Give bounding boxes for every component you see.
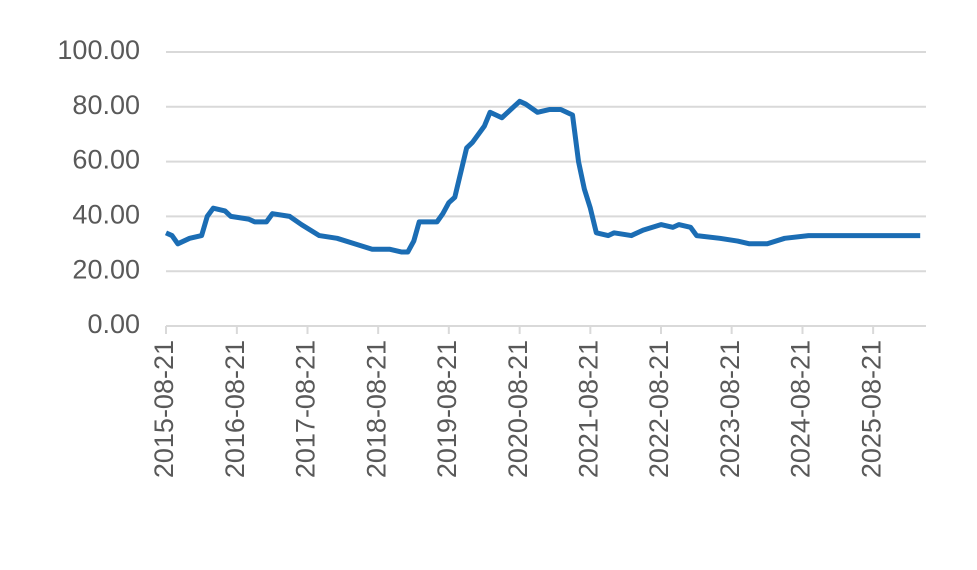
- x-tick-label: 2017-08-21: [291, 340, 321, 478]
- y-tick-label: 100.00: [57, 35, 140, 65]
- y-tick-label: 0.00: [87, 309, 140, 339]
- x-tick-label: 2020-08-21: [503, 340, 533, 478]
- x-tick-label: 2016-08-21: [220, 340, 250, 478]
- x-tick-label: 2015-08-21: [149, 340, 179, 478]
- y-tick-label: 20.00: [72, 254, 140, 284]
- x-tick-label: 2022-08-21: [644, 340, 674, 478]
- x-tick-label: 2018-08-21: [361, 340, 391, 478]
- x-tick-label: 2021-08-21: [573, 340, 603, 478]
- y-tick-label: 40.00: [72, 200, 140, 230]
- x-tick-label: 2023-08-21: [715, 340, 745, 478]
- x-tick-label: 2025-08-21: [856, 340, 886, 478]
- data-line: [164, 98, 921, 255]
- x-tick-label: 2019-08-21: [432, 340, 462, 478]
- y-tick-label: 80.00: [72, 90, 140, 120]
- y-tick-label: 60.00: [72, 145, 140, 175]
- x-tick-label: 2024-08-21: [786, 340, 816, 478]
